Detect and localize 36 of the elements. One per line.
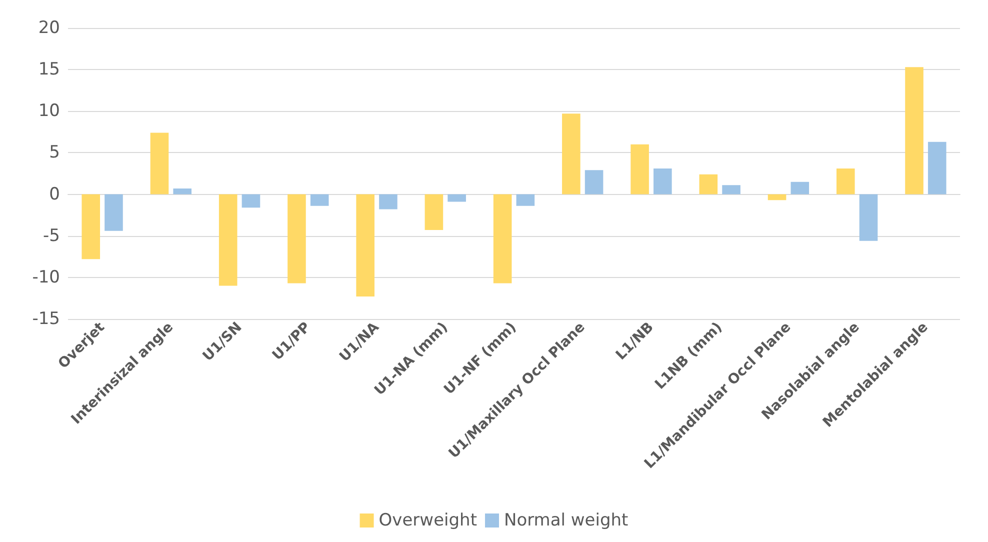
bar — [790, 182, 810, 194]
bar — [218, 194, 238, 286]
bar — [928, 142, 946, 194]
bar — [310, 194, 329, 206]
bar — [768, 194, 786, 200]
y-tick-label: 5 — [49, 142, 60, 163]
bar — [699, 174, 718, 194]
bar — [584, 170, 604, 194]
bar — [173, 188, 192, 194]
bar — [905, 67, 924, 194]
bar — [859, 194, 878, 241]
bar — [242, 194, 260, 208]
bar — [630, 144, 649, 194]
bar — [82, 194, 100, 260]
y-tick-label: 0 — [49, 184, 60, 204]
bar — [356, 194, 374, 297]
legend-label: Overweight — [378, 510, 478, 530]
bar — [493, 194, 512, 284]
legend-label: Normal weight — [504, 510, 629, 530]
bar — [654, 168, 672, 194]
y-tick-label: 15 — [38, 60, 60, 80]
y-tick-label: 10 — [38, 101, 60, 122]
bar — [424, 194, 444, 230]
bar — [836, 168, 855, 194]
bar — [379, 194, 398, 210]
bar — [288, 194, 306, 284]
y-tick-label: -15 — [32, 309, 60, 329]
bar — [562, 114, 580, 194]
y-tick-label: 20 — [38, 18, 60, 38]
bar — [448, 194, 466, 202]
y-tick-label: -10 — [32, 267, 60, 288]
bar — [722, 185, 740, 194]
bar — [516, 194, 535, 206]
bar — [150, 132, 169, 194]
bar — [104, 194, 123, 231]
y-tick-label: -5 — [43, 226, 60, 246]
